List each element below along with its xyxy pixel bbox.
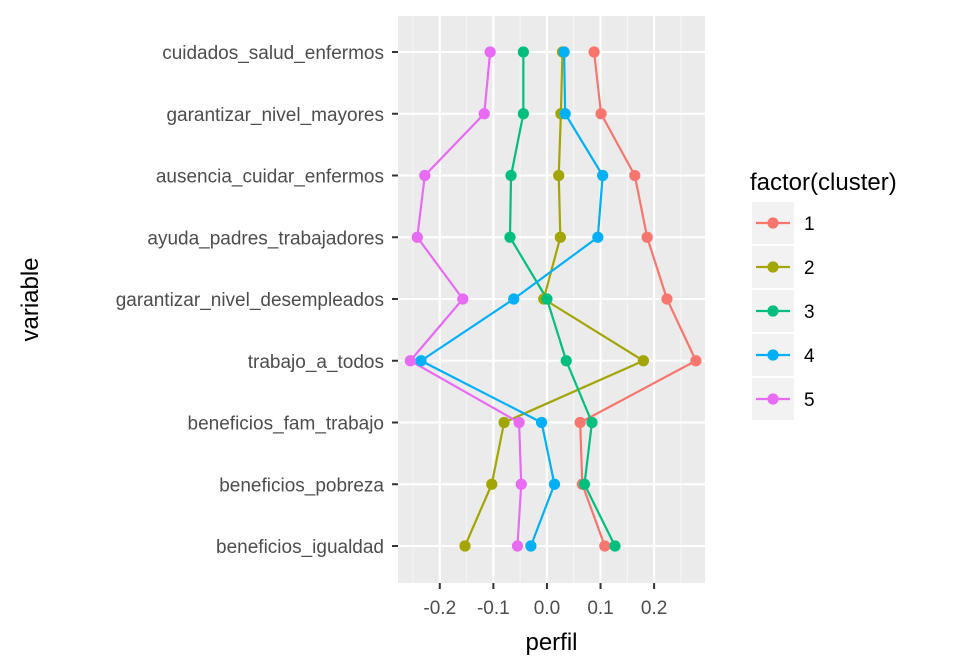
data-point-series-3	[505, 169, 517, 182]
data-point-series-3	[541, 293, 553, 305]
data-point-series-3	[560, 355, 572, 367]
data-point-series-3	[517, 108, 529, 120]
x-axis: -0.2 -0.1 0.0 0.1 0.2	[423, 583, 667, 619]
x-tick-label: 0.0	[534, 598, 560, 619]
data-point-series-5	[515, 478, 527, 490]
data-point-series-5	[419, 169, 431, 182]
x-axis-title: perfil	[525, 629, 577, 656]
y-tick-label: garantizar_nivel_desempleados	[116, 290, 384, 311]
y-tick-label: beneficios_igualdad	[216, 537, 384, 558]
data-point-series-3	[504, 231, 516, 243]
data-point-series-5	[478, 108, 490, 120]
data-point-series-1	[588, 46, 600, 58]
data-point-series-4	[415, 355, 427, 367]
data-point-series-5	[511, 540, 524, 552]
data-point-series-1	[690, 355, 702, 367]
data-point-series-2	[486, 478, 498, 490]
data-point-series-5	[411, 231, 423, 243]
x-tick-label: 0.2	[641, 598, 667, 619]
data-point-series-4	[508, 293, 520, 305]
y-tick-label: trabajo_a_todos	[248, 352, 384, 373]
data-point-series-4	[559, 108, 571, 120]
y-axis: cuidados_salud_enfermos garantizar_nivel_…	[116, 43, 398, 558]
data-point-series-4	[525, 540, 537, 552]
data-point-series-2	[498, 416, 510, 429]
data-point-series-1	[629, 169, 641, 182]
legend-title: factor(cluster)	[750, 169, 897, 196]
legend-label-4: 4	[804, 346, 815, 367]
x-tick-label: 0.1	[587, 598, 613, 619]
data-point-series-5	[484, 46, 496, 58]
data-point-series-4	[535, 416, 548, 429]
data-point-series-5	[404, 355, 416, 367]
data-point-series-4	[597, 169, 609, 182]
legend: factor(cluster) 1 2 3 4 5	[750, 169, 897, 420]
y-tick-label: beneficios_pobreza	[219, 475, 384, 496]
data-point-series-3	[609, 540, 621, 552]
data-point-series-2	[553, 169, 565, 182]
legend-label-5: 5	[804, 390, 815, 411]
data-point-series-1	[595, 108, 607, 120]
legend-label-1: 1	[804, 214, 815, 235]
legend-key-point	[767, 393, 779, 405]
data-point-series-3	[517, 46, 529, 58]
x-tick-label: -0.1	[477, 598, 510, 619]
y-tick-label: garantizar_nivel_mayores	[166, 105, 384, 126]
legend-key-point	[767, 261, 779, 273]
data-point-series-2	[554, 231, 566, 243]
data-point-series-4	[558, 46, 570, 58]
legend-label-3: 3	[804, 302, 815, 323]
y-tick-label: ayuda_padres_trabajadores	[147, 228, 384, 249]
data-point-series-1	[599, 540, 611, 552]
data-point-series-1	[641, 231, 653, 243]
y-tick-label: beneficios_fam_trabajo	[188, 414, 384, 435]
legend-key-point	[767, 305, 779, 317]
y-tick-label: ausencia_cuidar_enfermos	[156, 167, 384, 188]
legend-label-2: 2	[804, 258, 815, 279]
y-axis-title: variable	[17, 257, 44, 341]
series-points	[404, 46, 702, 552]
data-point-series-2	[637, 355, 649, 367]
data-point-series-2	[459, 540, 471, 552]
data-point-series-1	[574, 416, 586, 429]
data-point-series-3	[586, 416, 598, 429]
x-tick-label: -0.2	[423, 598, 456, 619]
data-point-series-5	[457, 293, 469, 305]
y-tick-label: cuidados_salud_enfermos	[162, 43, 384, 64]
data-point-series-1	[661, 293, 673, 305]
legend-items: 1 2 3 4 5	[752, 202, 815, 420]
legend-key-point	[767, 349, 779, 361]
data-point-series-4	[592, 231, 604, 243]
data-point-series-3	[578, 478, 591, 490]
legend-key-point	[767, 217, 779, 229]
data-point-series-4	[548, 478, 561, 490]
data-point-series-5	[513, 416, 525, 429]
